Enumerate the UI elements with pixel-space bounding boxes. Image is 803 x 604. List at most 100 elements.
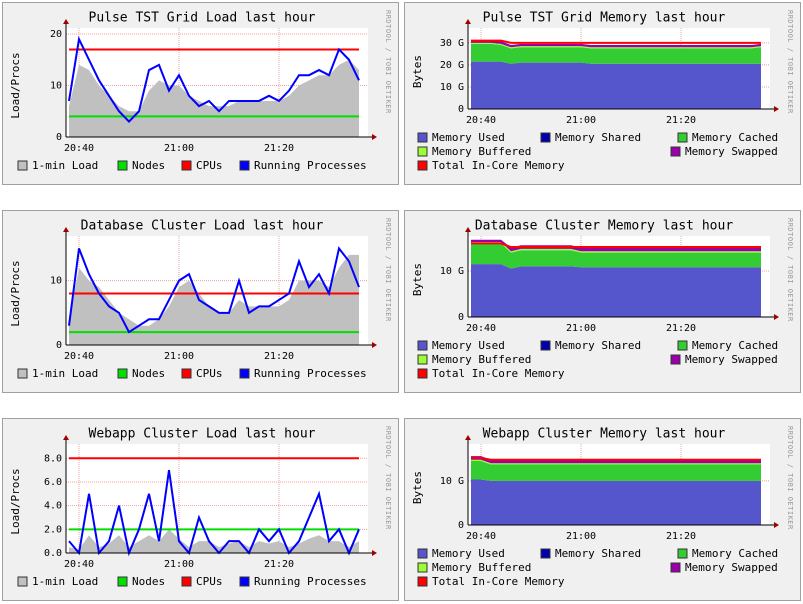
y-axis-label: Bytes (411, 263, 424, 296)
legend-label: Running Processes (254, 367, 367, 380)
legend-label: CPUs (196, 159, 223, 172)
legend-label: Memory Cached (692, 547, 778, 560)
watermark: RRDTOOL / TOBI OETIKER (786, 10, 794, 114)
legend-label: Memory Buffered (432, 353, 531, 366)
axis-arrow (465, 19, 471, 24)
legend-swatch (117, 160, 128, 171)
chart-panel: Database Cluster Load last hour Load/Proc… (2, 210, 399, 393)
area-series (471, 461, 761, 481)
y-tick-label: 0 (458, 520, 464, 531)
area-series (471, 264, 761, 317)
axis-arrow (465, 435, 471, 440)
legend-swatch (417, 132, 428, 143)
legend-label: Memory Shared (555, 131, 641, 144)
y-tick-label: 4.0 (44, 501, 62, 512)
legend-swatch (181, 160, 192, 171)
chart-title: Database Cluster Memory last hour (475, 219, 733, 234)
legend-swatch (540, 132, 551, 143)
y-axis-label: Load/Procs (9, 260, 22, 326)
watermark: RRDTOOL / TOBI OETIKER (786, 426, 794, 530)
watermark: RRDTOOL / TOBI OETIKER (384, 426, 392, 530)
area-series (471, 42, 761, 49)
chart-panel: Pulse TST Grid Load last hour Load/Procs R… (2, 2, 399, 185)
chart-title: Database Cluster Load last hour (81, 219, 324, 234)
legend-label: 1-min Load (32, 159, 98, 172)
legend-swatch (540, 340, 551, 351)
area-series (69, 254, 359, 345)
axis-arrow (372, 134, 377, 140)
legend-label: CPUs (196, 575, 223, 588)
chart-title: Webapp Cluster Load last hour (89, 427, 316, 442)
chart-title: Webapp Cluster Memory last hour (483, 427, 726, 442)
legend-swatch (181, 576, 192, 587)
area-series (471, 243, 761, 269)
line-series (68, 246, 360, 334)
legend-swatch (677, 132, 688, 143)
x-tick-label: 21:20 (264, 143, 294, 154)
y-tick-label: 20 (50, 29, 62, 40)
legend-label: 1-min Load (32, 367, 98, 380)
legend-label: Memory Used (432, 131, 505, 144)
y-axis-label: Load/Procs (9, 52, 22, 118)
y-axis-label: Load/Procs (9, 468, 22, 534)
area-series (69, 59, 359, 137)
legend-label: Memory Swapped (685, 145, 778, 158)
x-tick-label: 21:20 (666, 531, 696, 542)
chart-panel: Webapp Cluster Load last hour Load/Procs R… (2, 418, 399, 601)
legend-swatch (670, 354, 681, 365)
x-tick-label: 21:20 (666, 115, 696, 126)
area-series (471, 40, 761, 48)
legend-label: Memory Used (432, 339, 505, 352)
legend-swatch (670, 562, 681, 573)
legend-label: Running Processes (254, 159, 367, 172)
legend-swatch (417, 576, 428, 587)
y-tick-label: 30 G (440, 38, 464, 49)
area-series (471, 479, 761, 525)
legend-swatch (677, 548, 688, 559)
area-series (471, 459, 761, 465)
y-tick-label: 20 G (440, 60, 464, 71)
y-axis-label: Bytes (411, 55, 424, 88)
y-tick-label: 0 (458, 312, 464, 323)
watermark: RRDTOOL / TOBI OETIKER (786, 218, 794, 322)
legend-swatch (17, 368, 28, 379)
legend-label: 1-min Load (32, 575, 98, 588)
x-tick-label: 21:20 (666, 323, 696, 334)
axis-arrow (63, 227, 69, 232)
legend-label: Memory Swapped (685, 353, 778, 366)
x-tick-label: 21:00 (566, 531, 596, 542)
x-tick-label: 21:20 (264, 559, 294, 570)
legend-label: Memory Cached (692, 131, 778, 144)
y-axis-label: Bytes (411, 471, 424, 504)
y-tick-label: 10 (50, 276, 62, 287)
legend-label: Total In-Core Memory (432, 367, 565, 380)
chart-panel: Pulse TST Grid Memory last hour Bytes RRDT… (404, 2, 801, 185)
x-tick-label: 20:40 (466, 323, 496, 334)
y-tick-label: 0.0 (44, 548, 62, 559)
legend-label: Nodes (132, 367, 165, 380)
y-tick-label: 6.0 (44, 477, 62, 488)
axis-arrow (774, 314, 779, 320)
x-tick-label: 21:00 (566, 115, 596, 126)
x-tick-label: 21:00 (164, 351, 194, 362)
legend-swatch (239, 368, 250, 379)
axis-arrow (372, 550, 377, 556)
axis-arrow (774, 522, 779, 528)
area-series (471, 43, 761, 64)
legend-swatch (417, 368, 428, 379)
legend-label: Memory Shared (555, 339, 641, 352)
chart-panel: Database Cluster Memory last hour Bytes RR… (404, 210, 801, 393)
x-tick-label: 21:00 (164, 143, 194, 154)
area-series (471, 242, 761, 253)
chart-title: Pulse TST Grid Load last hour (89, 11, 316, 26)
legend-label: Running Processes (254, 575, 367, 588)
axis-arrow (63, 19, 69, 24)
area-series (471, 239, 761, 252)
line-series (471, 242, 761, 249)
legend-swatch (417, 160, 428, 171)
y-tick-label: 10 (50, 81, 62, 92)
x-tick-label: 20:40 (466, 531, 496, 542)
legend-label: Memory Used (432, 547, 505, 560)
legend-label: Memory Buffered (432, 561, 531, 574)
